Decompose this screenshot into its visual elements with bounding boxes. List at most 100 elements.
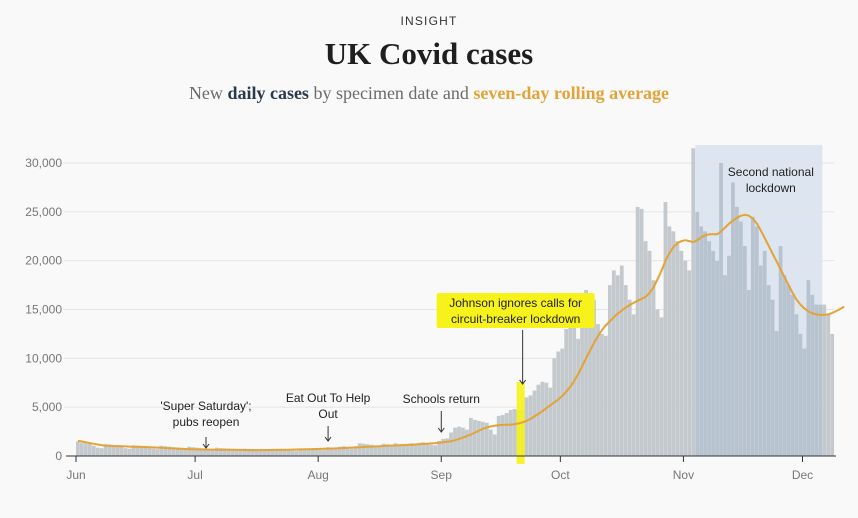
- daily-case-bar: [600, 333, 604, 456]
- daily-case-bar: [715, 260, 719, 456]
- daily-case-bar: [322, 449, 326, 456]
- daily-case-bar: [127, 448, 132, 456]
- daily-case-bar: [441, 438, 446, 456]
- annotation-second-lockdown: lockdown: [746, 181, 796, 195]
- daily-case-bar: [262, 450, 267, 456]
- daily-case-bar: [274, 449, 279, 456]
- daily-case-bar: [310, 449, 314, 456]
- daily-case-bar: [199, 448, 203, 456]
- daily-case-bar: [754, 226, 759, 456]
- daily-case-bar: [83, 443, 88, 456]
- daily-case-bar: [750, 216, 755, 456]
- daily-case-bar: [385, 444, 390, 456]
- daily-case-bar: [286, 449, 291, 456]
- daily-case-bar: [727, 255, 731, 456]
- daily-case-bar: [699, 226, 704, 456]
- x-tick-label: Sep: [431, 468, 453, 482]
- daily-case-bar: [540, 381, 545, 456]
- daily-case-bar: [361, 443, 366, 456]
- daily-case-bar: [341, 446, 346, 456]
- daily-case-bar: [500, 414, 505, 456]
- daily-case-bar: [389, 444, 394, 456]
- annotation-schools-return-arrow-head: [437, 427, 445, 433]
- daily-case-bar: [524, 397, 529, 456]
- daily-case-bar: [802, 348, 807, 456]
- y-tick-label: 5,000: [32, 400, 62, 414]
- annotation-super-saturday-arrow-head: [202, 443, 210, 449]
- daily-case-bar: [207, 449, 211, 456]
- daily-case-bar: [218, 448, 223, 456]
- daily-case-bar: [258, 449, 263, 456]
- daily-case-bar: [604, 335, 608, 456]
- daily-case-bar: [397, 444, 402, 456]
- daily-case-bar: [576, 338, 580, 456]
- daily-case-bar: [596, 324, 600, 456]
- daily-case-bar: [476, 420, 481, 456]
- daily-case-bar: [203, 448, 207, 456]
- daily-case-bar: [683, 260, 688, 456]
- annotation-johnson: circuit-breaker lockdown: [451, 312, 580, 326]
- subtitle-daily-cases: daily cases: [227, 83, 309, 103]
- daily-case-bar: [731, 182, 735, 457]
- daily-case-bar: [480, 421, 485, 456]
- daily-case-bar: [762, 250, 767, 456]
- daily-case-bar: [254, 449, 259, 456]
- rolling-average-line: [77, 213, 845, 452]
- daily-case-bar: [814, 304, 819, 456]
- daily-case-bar: [770, 299, 775, 456]
- daily-case-bar: [544, 382, 549, 456]
- annotation-schools-return: Schools return: [403, 392, 480, 406]
- daily-case-bar: [79, 442, 84, 456]
- daily-case-bar: [302, 449, 307, 456]
- daily-case-bar: [143, 446, 148, 456]
- y-tick-label: 25,000: [25, 205, 62, 219]
- daily-case-bar: [171, 447, 176, 456]
- chart-subtitle: New daily cases by specimen date and sev…: [0, 83, 858, 104]
- daily-case-bar: [314, 449, 318, 456]
- daily-case-bar: [234, 450, 239, 456]
- daily-case-bar: [679, 250, 684, 456]
- daily-case-bar: [822, 304, 827, 456]
- daily-case-bar: [735, 206, 739, 456]
- daily-case-bar: [417, 442, 422, 456]
- daily-case-bar: [758, 265, 763, 456]
- daily-case-bar: [631, 314, 636, 456]
- daily-case-bar: [195, 447, 199, 456]
- page-title: UK Covid cases: [324, 36, 534, 71]
- daily-case-bar: [270, 449, 275, 456]
- daily-case-bar: [623, 285, 628, 456]
- annotation-super-saturday: pubs reopen: [173, 415, 240, 429]
- daily-case-bar: [306, 449, 311, 456]
- daily-case-bar: [139, 446, 144, 456]
- daily-case-bar: [433, 445, 438, 456]
- daily-case-bar: [123, 448, 128, 456]
- daily-case-bar: [766, 285, 771, 456]
- daily-case-bar: [532, 390, 537, 456]
- daily-case-bar: [167, 446, 172, 456]
- daily-case-bar: [226, 448, 231, 456]
- daily-case-bar: [556, 351, 561, 456]
- daily-case-bar: [425, 443, 430, 456]
- daily-case-bar: [401, 445, 406, 456]
- annotation-super-saturday: 'Super Saturday';: [160, 399, 251, 413]
- daily-case-bar: [238, 450, 243, 456]
- daily-case-bar: [611, 270, 616, 456]
- daily-case-bar: [687, 270, 692, 456]
- daily-case-bar: [338, 446, 342, 456]
- y-tick-label: 20,000: [25, 254, 62, 268]
- daily-case-bar: [655, 309, 660, 456]
- daily-case-bar: [381, 443, 386, 456]
- daily-case-bar: [774, 330, 779, 456]
- daily-case-bar: [806, 280, 811, 456]
- daily-case-bar: [830, 333, 835, 456]
- daily-case-bar: [667, 226, 672, 456]
- daily-case-bar: [588, 309, 592, 456]
- daily-case-bar: [183, 449, 187, 456]
- daily-case-bar: [635, 206, 640, 456]
- daily-case-bar: [103, 444, 108, 456]
- annotation-johnson: Johnson ignores calls for: [449, 296, 582, 310]
- daily-case-bar: [345, 448, 350, 456]
- daily-case-bar: [607, 285, 612, 456]
- daily-case-bar: [461, 427, 465, 456]
- daily-case-bar: [496, 415, 501, 456]
